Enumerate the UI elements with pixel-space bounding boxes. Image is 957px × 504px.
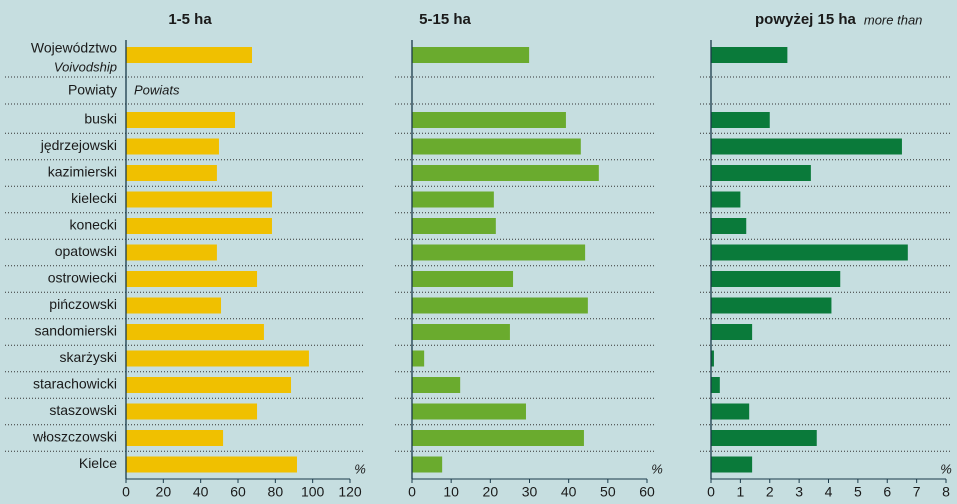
bar xyxy=(126,297,222,314)
bar xyxy=(126,271,258,287)
category-label: kielecki xyxy=(71,190,117,206)
bar xyxy=(711,297,832,314)
x-tick-label: 50 xyxy=(600,484,616,500)
bar xyxy=(412,218,496,234)
panel-title: 1-5 ha xyxy=(168,11,212,28)
category-label: kazimierski xyxy=(48,164,117,180)
bar xyxy=(711,271,841,287)
category-label: Kielce xyxy=(79,455,117,471)
panel-subtitle: more than xyxy=(864,12,923,27)
bar xyxy=(412,191,494,208)
category-label: Powiaty xyxy=(68,82,117,98)
x-tick-label: 6 xyxy=(883,484,891,500)
bar xyxy=(126,138,219,155)
category-label: jędrzejowski xyxy=(40,137,117,153)
bar xyxy=(412,377,461,393)
bar xyxy=(412,324,510,340)
panel-title: powyżej 15 ha xyxy=(755,11,857,28)
category-label: sandomierski xyxy=(35,323,117,339)
x-tick-label: 40 xyxy=(193,484,209,500)
category-label: Województwo xyxy=(31,40,117,56)
bar xyxy=(126,350,309,367)
category-label: skarżyski xyxy=(59,349,117,365)
x-tick-label: 120 xyxy=(338,484,362,500)
category-label: konecki xyxy=(70,217,117,233)
category-label: buski xyxy=(84,111,117,127)
bar xyxy=(711,191,741,208)
x-tick-label: 0 xyxy=(122,484,130,500)
x-tick-label: 20 xyxy=(483,484,499,500)
axis-unit: % xyxy=(354,461,366,476)
bar xyxy=(412,138,581,155)
category-label: staszowski xyxy=(49,402,117,418)
bar xyxy=(711,47,788,63)
bar xyxy=(412,350,425,367)
bar xyxy=(711,244,908,261)
x-tick-label: 1 xyxy=(736,484,744,500)
bar xyxy=(126,377,292,393)
bar xyxy=(711,377,720,393)
category-label: opatowski xyxy=(55,243,117,259)
bar xyxy=(126,191,272,208)
x-tick-label: 5 xyxy=(854,484,862,500)
bar xyxy=(711,350,714,367)
x-tick-label: 0 xyxy=(707,484,715,500)
bar xyxy=(711,138,902,155)
bar xyxy=(412,403,526,420)
bar xyxy=(412,456,443,473)
panel-title: 5-15 ha xyxy=(419,11,471,28)
x-tick-label: 8 xyxy=(942,484,950,500)
annotation: Powiats xyxy=(134,82,180,97)
axis-unit: % xyxy=(940,461,952,476)
x-tick-label: 100 xyxy=(301,484,325,500)
category-label: pińczowski xyxy=(49,296,117,312)
bar xyxy=(711,112,770,128)
bar xyxy=(412,271,514,287)
bar xyxy=(126,244,217,261)
x-tick-label: 0 xyxy=(408,484,416,500)
bar xyxy=(126,430,224,446)
axis-unit: % xyxy=(651,461,663,476)
x-tick-label: 2 xyxy=(766,484,774,500)
bar xyxy=(412,297,588,314)
bar xyxy=(711,324,753,340)
bar xyxy=(412,430,584,446)
bar xyxy=(126,112,236,128)
bar xyxy=(126,456,297,473)
annotation: Voivodship xyxy=(54,59,117,74)
bar xyxy=(412,165,599,181)
bar xyxy=(126,324,264,340)
bar xyxy=(711,403,750,420)
bar xyxy=(412,244,586,261)
x-tick-label: 40 xyxy=(561,484,577,500)
x-tick-label: 30 xyxy=(522,484,538,500)
x-tick-label: 80 xyxy=(268,484,284,500)
x-tick-label: 60 xyxy=(230,484,246,500)
bar xyxy=(412,47,530,63)
x-tick-label: 7 xyxy=(913,484,921,500)
category-label: starachowicki xyxy=(33,376,117,392)
x-tick-label: 4 xyxy=(825,484,833,500)
category-label: ostrowiecki xyxy=(48,270,117,286)
bar xyxy=(711,165,811,181)
bar xyxy=(126,403,258,420)
bar xyxy=(126,165,217,181)
bar xyxy=(711,218,747,234)
x-tick-label: 10 xyxy=(443,484,459,500)
bar xyxy=(711,430,817,446)
bar xyxy=(126,218,272,234)
x-tick-label: 60 xyxy=(639,484,655,500)
category-label: włoszczowski xyxy=(32,429,117,445)
x-tick-label: 20 xyxy=(156,484,172,500)
bar xyxy=(711,456,753,473)
bar xyxy=(126,47,252,63)
x-tick-label: 3 xyxy=(795,484,803,500)
bar xyxy=(412,112,566,128)
